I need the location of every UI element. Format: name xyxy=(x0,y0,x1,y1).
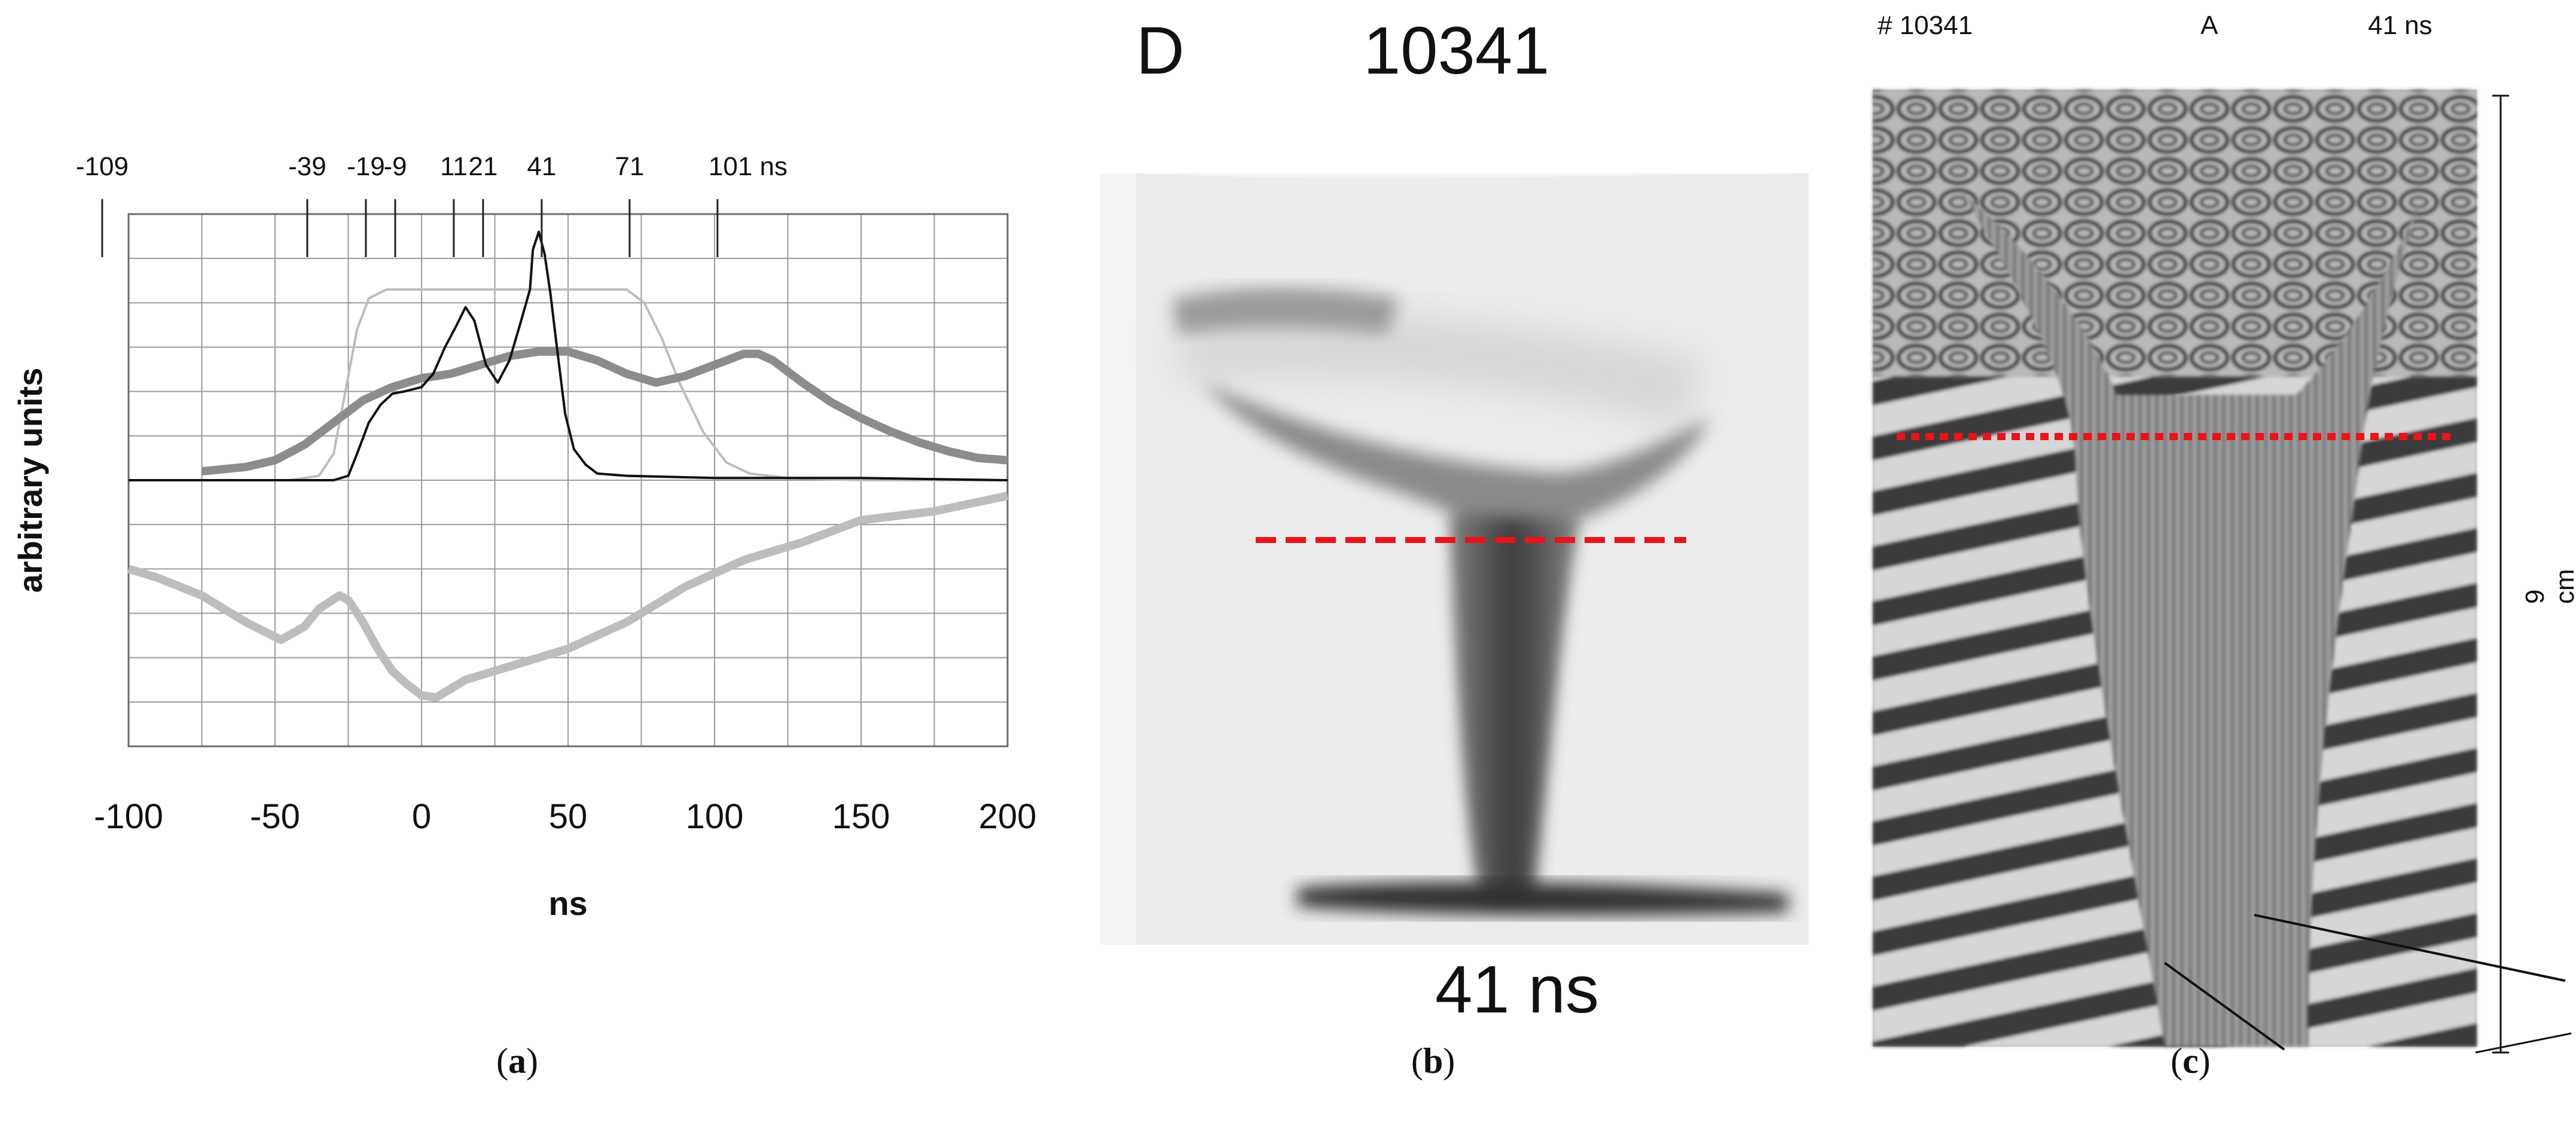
frame-marker-label: -9 xyxy=(383,152,407,181)
y-axis-label: arbitrary units xyxy=(11,368,49,593)
panel-c-time: 41 ns xyxy=(2368,11,2432,40)
panel-a-label: (a) xyxy=(496,1041,538,1081)
panel-c-shot: # 10341 xyxy=(1878,11,1973,40)
x-tick-label: 0 xyxy=(412,797,431,836)
frame-marker-label: -19 xyxy=(347,152,385,181)
panel-a-chart: -100 -50 0 50 100 150 200 ns arbitrary units -109… xyxy=(11,152,1037,922)
panel-c: # 10341 A 41 ns xyxy=(1854,0,2576,1147)
panel-b-header-letter: D xyxy=(1136,13,1185,88)
panel-b: D 10341 41 ns (b) xyxy=(1100,0,1842,1081)
series-line-2 xyxy=(129,230,1008,481)
frame-marker-label: 11 xyxy=(440,152,468,181)
frame-marker-label: 21 xyxy=(468,152,498,181)
series-line-0 xyxy=(129,288,1008,481)
x-tick-label: 150 xyxy=(832,797,890,836)
panel-c-frame: A xyxy=(2200,11,2218,40)
x-tick-label: 50 xyxy=(549,797,588,836)
frame-marker-label: 41 xyxy=(527,152,556,181)
panel-c-interferogram xyxy=(1873,90,2572,1054)
panel-c-label: (c) xyxy=(2171,1041,2211,1081)
x-tick-label: 200 xyxy=(979,797,1037,836)
frame-marker-label: 101 ns xyxy=(709,152,788,181)
panel-c-scale-label: 9 cm xyxy=(2520,569,2576,604)
panel-b-time-caption: 41 ns xyxy=(1435,952,1599,1027)
series-line-3 xyxy=(127,492,1009,702)
x-tick-label: -50 xyxy=(250,797,300,836)
frame-marker-label: 71 xyxy=(615,152,644,181)
panel-b-shadowgraph xyxy=(1100,173,1809,945)
series-line-1 xyxy=(201,347,1008,476)
panel-b-shot-number: 10341 xyxy=(1363,13,1550,88)
x-axis-label: ns xyxy=(548,884,587,922)
x-tick-label: -100 xyxy=(94,797,163,836)
x-tick-label: 100 xyxy=(686,797,744,836)
panel-b-label: (b) xyxy=(1411,1041,1455,1081)
frame-marker-label: -39 xyxy=(288,152,326,181)
frame-marker-label: -109 xyxy=(76,152,129,181)
